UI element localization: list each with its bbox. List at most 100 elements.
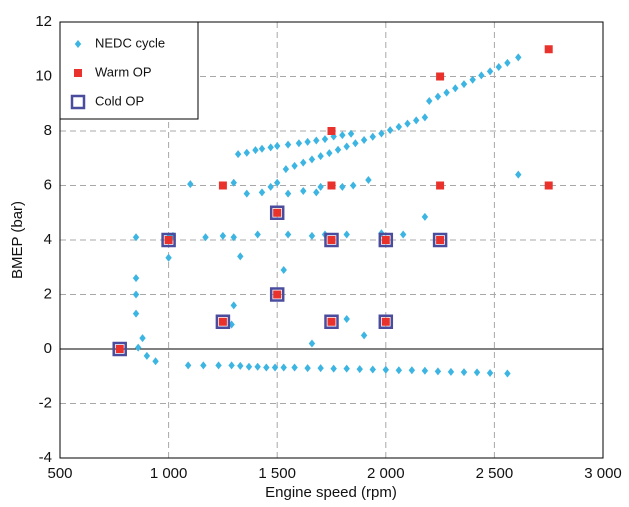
point: [544, 181, 553, 190]
point: [343, 315, 350, 324]
point: [399, 230, 407, 239]
point: [254, 230, 261, 239]
point: [115, 345, 124, 353]
point: [327, 236, 336, 244]
point: [280, 265, 287, 274]
point: [230, 178, 237, 187]
point: [495, 62, 502, 71]
legend-label: Warm OP: [95, 64, 152, 79]
y-tick-label: 2: [44, 285, 52, 302]
point: [381, 236, 390, 244]
point: [219, 231, 227, 240]
point: [132, 290, 140, 299]
point: [330, 364, 337, 373]
point: [313, 136, 320, 145]
point: [280, 363, 287, 372]
point: [504, 369, 511, 378]
point: [421, 366, 429, 375]
point: [200, 361, 207, 370]
point: [356, 365, 363, 374]
point: [486, 368, 494, 377]
point: [243, 148, 250, 157]
point: [369, 365, 376, 374]
legend-marker: [74, 40, 82, 48]
point: [343, 142, 350, 151]
point: [436, 181, 445, 190]
y-tick-label: -2: [39, 394, 52, 411]
point: [258, 144, 266, 153]
point: [300, 158, 307, 167]
y-tick-label: 10: [35, 67, 52, 84]
point: [327, 317, 336, 326]
point: [327, 181, 336, 190]
point: [254, 362, 261, 371]
point: [504, 58, 511, 67]
point: [267, 143, 274, 152]
x-tick-label: 1 000: [150, 465, 188, 482]
point: [386, 126, 394, 135]
point: [327, 127, 336, 135]
point: [324, 314, 339, 329]
point: [360, 135, 368, 144]
point: [245, 362, 253, 371]
point: [152, 357, 159, 366]
point: [515, 53, 522, 62]
point: [252, 146, 259, 155]
point: [143, 351, 151, 360]
point: [304, 364, 311, 373]
point: [139, 334, 146, 343]
point: [395, 122, 403, 131]
y-tick-label: 8: [44, 122, 52, 139]
point: [421, 212, 429, 221]
point: [404, 119, 411, 128]
point: [284, 140, 292, 149]
point: [269, 205, 285, 220]
point: [291, 161, 298, 170]
point: [237, 252, 244, 261]
point: [161, 232, 176, 248]
point: [308, 339, 316, 348]
point: [282, 165, 290, 174]
point: [291, 363, 298, 372]
point: [230, 301, 237, 310]
point: [544, 45, 553, 54]
point: [308, 155, 316, 164]
legend-label: NEDC cycle: [95, 35, 165, 50]
point: [478, 71, 485, 80]
point: [381, 317, 390, 326]
x-tick-label: 500: [47, 465, 72, 482]
point: [443, 88, 450, 97]
point: [365, 176, 372, 185]
plot-frame: [59, 21, 604, 459]
point: [350, 181, 357, 190]
point: [134, 343, 142, 352]
y-tick-label: 0: [44, 340, 52, 357]
point: [317, 152, 324, 161]
point: [284, 230, 292, 239]
y-tick-label: 6: [44, 176, 52, 193]
point: [447, 367, 455, 376]
point: [258, 188, 266, 197]
point: [274, 178, 281, 187]
point: [165, 253, 172, 262]
point: [215, 314, 231, 329]
point: [452, 84, 459, 93]
point: [460, 80, 468, 89]
point: [295, 139, 303, 148]
point: [343, 364, 350, 373]
point: [132, 233, 140, 242]
point: [369, 132, 376, 141]
point: [132, 309, 140, 318]
x-axis-title: Engine speed (rpm): [265, 484, 397, 501]
point: [469, 75, 476, 84]
point: [436, 236, 445, 244]
point: [339, 131, 346, 140]
point: [334, 145, 342, 154]
y-tick-label: 12: [35, 13, 52, 30]
point: [426, 97, 433, 106]
point: [269, 287, 285, 302]
point: [132, 274, 140, 283]
point: [271, 363, 279, 372]
x-tick-label: 2 000: [367, 465, 405, 482]
